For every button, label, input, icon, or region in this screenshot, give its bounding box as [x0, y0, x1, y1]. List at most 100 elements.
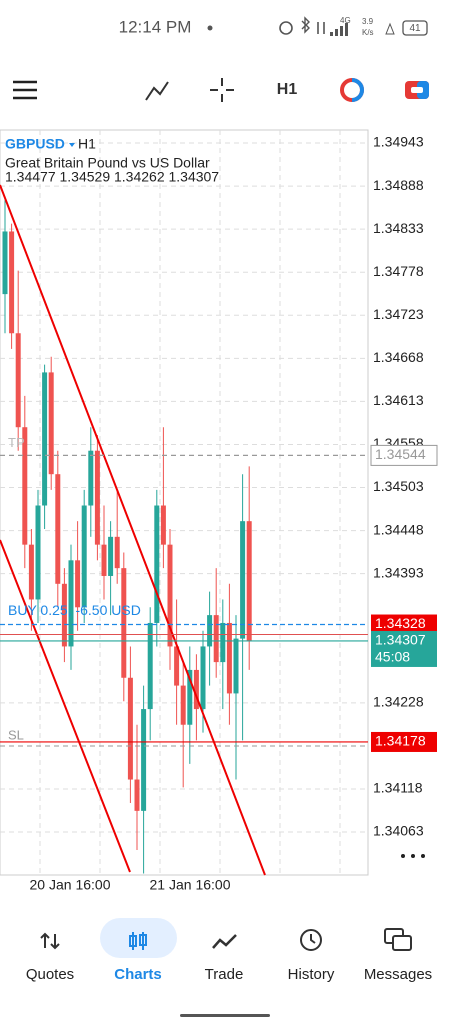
price-tick: 1.34448	[373, 521, 424, 537]
active-tab-bg	[100, 918, 177, 958]
nav-tab[interactable]: Messages	[364, 966, 432, 983]
nav-tab[interactable]: Trade	[205, 966, 244, 983]
price-tick: 1.34833	[373, 220, 424, 236]
dot	[207, 25, 213, 31]
candle-body	[35, 505, 41, 600]
nav-label: Charts	[114, 966, 162, 983]
entry-tag: 1.34328	[375, 615, 426, 631]
price-tick: 1.34723	[373, 306, 424, 322]
quotes-icon	[40, 932, 60, 950]
more-dot[interactable]	[411, 854, 415, 858]
nav-label: Trade	[205, 966, 244, 983]
candle-body	[42, 372, 48, 506]
price-tick: 1.34118	[373, 780, 423, 796]
network: 4G	[340, 16, 351, 25]
price-tick: 1.34613	[373, 392, 424, 408]
bid-tag-bg	[371, 630, 437, 667]
battery-icon	[402, 20, 428, 36]
data-icon	[317, 22, 325, 34]
candle-body	[141, 709, 147, 811]
candle-body	[9, 231, 15, 334]
nav-label: History	[288, 966, 335, 983]
candle-body	[114, 536, 120, 569]
history-icon	[300, 929, 322, 951]
nav-tab[interactable]: History	[288, 966, 335, 983]
candle-body	[240, 521, 246, 639]
candle-body	[187, 669, 193, 725]
entry-tag-bg	[371, 614, 437, 635]
nav-label: Messages	[364, 966, 432, 983]
more-dot[interactable]	[401, 854, 405, 858]
tp-tag-bg	[370, 444, 438, 466]
clock: 12:14 PM	[119, 17, 192, 36]
candle-body	[61, 583, 67, 647]
candle-body	[220, 622, 226, 663]
candle-body	[81, 505, 87, 608]
tp-tag: 1.34544	[375, 446, 426, 462]
lab-icon	[385, 22, 395, 35]
price-tick: 1.34888	[373, 177, 424, 193]
candle-body	[88, 450, 94, 506]
bluetooth-icon	[301, 16, 310, 34]
nav-tab[interactable]: Quotes	[26, 966, 74, 983]
trend-line	[0, 539, 131, 873]
time-label: 21 Jan 16:00	[150, 877, 231, 893]
candle-body	[193, 669, 199, 710]
candle-body	[147, 622, 153, 710]
alarm-icon	[279, 21, 293, 35]
sl-tag-bg	[371, 731, 437, 752]
candle-body	[233, 638, 239, 694]
candle-body	[15, 333, 21, 428]
speed: 3.9	[362, 17, 374, 26]
price-tick: 1.34228	[373, 694, 424, 710]
candle-body	[246, 521, 252, 641]
countdown: 45:08	[375, 649, 410, 665]
symbol-arrow[interactable]	[69, 143, 75, 147]
candle-body	[101, 544, 107, 576]
trade-icon	[212, 934, 237, 949]
price-tick: 1.34393	[373, 564, 424, 580]
more-dot[interactable]	[421, 854, 425, 858]
trend-line	[0, 184, 266, 876]
candle-body	[200, 646, 206, 710]
signal-icon	[330, 23, 348, 36]
price-tick: 1.34943	[373, 134, 424, 150]
objects-button-part	[351, 78, 364, 102]
chart: 1.34943 1.34888 1.34833 1.34778 1.34723 1.346…	[0, 129, 438, 893]
history-hand	[310, 934, 316, 944]
home-indicator	[180, 1014, 270, 1017]
candle-body	[213, 615, 219, 663]
candle-body	[68, 560, 74, 647]
trade-button-inner	[411, 87, 423, 93]
candle-body	[55, 474, 61, 584]
price-tick: 1.34503	[373, 478, 424, 494]
nav-label: Quotes	[26, 966, 74, 983]
price-tick: 1.34063	[373, 823, 424, 839]
symbol-description: Great Britain Pound vs US Dollar	[5, 155, 210, 171]
sl-label: SL	[8, 727, 24, 742]
candle-body	[127, 677, 133, 780]
indicators-button[interactable]	[145, 81, 169, 101]
ohlc: 1.34477 1.34529 1.34262 1.34307	[5, 169, 219, 185]
sl-tag: 1.34178	[375, 733, 426, 749]
charts-icon-body	[129, 935, 137, 947]
tp-label: TP	[8, 435, 25, 450]
candle-body	[174, 646, 180, 686]
candle-body	[48, 372, 54, 475]
charts-icon-body	[139, 934, 147, 946]
price-tick: 1.34668	[373, 349, 424, 365]
candle-body	[160, 505, 166, 545]
nav-tab[interactable]: Charts	[114, 966, 162, 983]
candle-body	[226, 622, 232, 694]
battery-level: 41	[409, 23, 421, 34]
speed-unit: K/s	[362, 28, 374, 37]
time-label: 20 Jan 16:00	[30, 877, 111, 893]
timeframe-button[interactable]: H1	[277, 81, 298, 98]
symbol: GBPUSD	[5, 136, 65, 152]
price-tick: 1.34778	[373, 263, 424, 279]
candle-body	[75, 560, 81, 608]
menu-button[interactable]	[13, 80, 37, 100]
crosshair-button[interactable]	[210, 78, 234, 102]
candle-body	[108, 536, 114, 576]
